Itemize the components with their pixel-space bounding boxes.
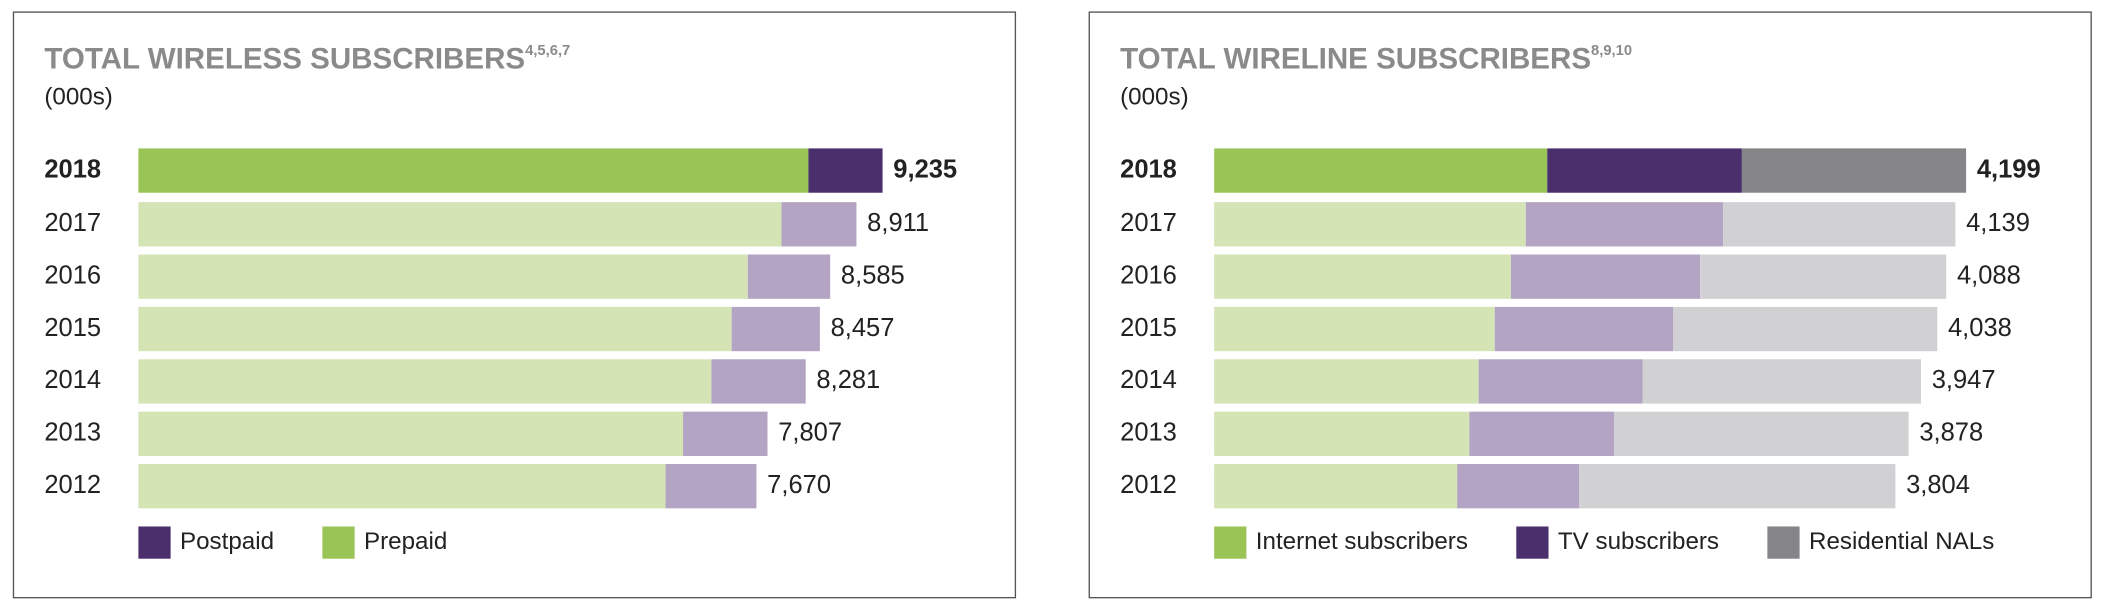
- legend-swatch: [322, 526, 355, 559]
- bar-segment: [138, 148, 809, 193]
- bar-segment: [138, 359, 712, 404]
- total-label: 4,139: [1966, 209, 2030, 237]
- bar-segment: [1214, 254, 1511, 299]
- bar-segment: [138, 464, 666, 509]
- bar-segment: [781, 202, 857, 247]
- bar-segment: [731, 306, 820, 352]
- category-label: 2013: [44, 419, 101, 447]
- bar-segment: [1214, 359, 1479, 404]
- total-label: 3,804: [1906, 471, 1970, 499]
- total-label: 8,281: [816, 366, 880, 394]
- category-label: 2012: [44, 471, 101, 499]
- legend-swatch: [138, 526, 171, 559]
- subtitle: (000s): [1120, 83, 1188, 110]
- category-label: 2013: [1120, 419, 1177, 447]
- total-label: 4,038: [1948, 314, 2012, 342]
- bar-segment: [1700, 254, 1947, 299]
- chart-title: TOTAL WIRELINE SUBSCRIBERS8,9,10: [1120, 42, 1632, 75]
- legend-swatch: [1767, 526, 1800, 559]
- bar-segment: [1741, 148, 1967, 193]
- category-label: 2014: [44, 366, 101, 394]
- bar-segment: [808, 148, 883, 193]
- category-label: 2017: [1120, 209, 1177, 237]
- category-label: 2017: [44, 209, 101, 237]
- bar-segment: [1214, 148, 1548, 193]
- bar-segment: [747, 254, 831, 299]
- bar-segment: [138, 411, 684, 456]
- subtitle: (000s): [44, 83, 112, 110]
- total-label: 3,878: [1919, 419, 1983, 447]
- category-label: 2016: [44, 261, 101, 289]
- legend-label: Prepaid: [364, 528, 447, 555]
- category-label: 2018: [44, 155, 101, 183]
- bar-segment: [1494, 306, 1674, 352]
- bar-segment: [1457, 464, 1580, 509]
- title-notes: 4,5,6,7: [525, 43, 570, 59]
- panel-border: [12, 11, 1017, 599]
- total-label: 7,807: [778, 419, 842, 447]
- total-label: 3,947: [1932, 366, 1996, 394]
- bar-segment: [1673, 306, 1938, 352]
- bar-segment: [1214, 202, 1526, 247]
- category-label: 2015: [1120, 314, 1177, 342]
- category-label: 2016: [1120, 261, 1177, 289]
- bar-segment: [1469, 411, 1615, 456]
- total-label: 8,585: [841, 261, 905, 289]
- bar-segment: [1525, 202, 1724, 247]
- total-label: 7,670: [767, 471, 831, 499]
- legend-swatch: [1214, 526, 1247, 559]
- bar-segment: [1614, 411, 1909, 456]
- bar-segment: [138, 306, 732, 352]
- bar-segment: [1642, 359, 1921, 404]
- bar-segment: [665, 464, 757, 509]
- total-label: 4,199: [1977, 155, 2041, 183]
- bar-segment: [138, 202, 782, 247]
- bar-segment: [1214, 464, 1458, 509]
- bar-segment: [1478, 359, 1643, 404]
- bar-segment: [1214, 306, 1495, 352]
- category-label: 2012: [1120, 471, 1177, 499]
- total-label: 4,088: [1957, 261, 2021, 289]
- legend-label: Residential NALs: [1809, 528, 1994, 555]
- bar-segment: [1547, 148, 1742, 193]
- total-label: 9,235: [893, 155, 957, 183]
- bar-segment: [1723, 202, 1956, 247]
- legend-label: Postpaid: [180, 528, 274, 555]
- category-label: 2015: [44, 314, 101, 342]
- legend-label: TV subscribers: [1558, 528, 1719, 555]
- title-text: TOTAL WIRELINE SUBSCRIBERS: [1120, 42, 1591, 75]
- bar-segment: [1579, 464, 1896, 509]
- panel-border: [1088, 11, 2092, 599]
- category-label: 2018: [1120, 155, 1177, 183]
- bar-segment: [711, 359, 806, 404]
- bar-segment: [1510, 254, 1701, 299]
- title-notes: 8,9,10: [1591, 43, 1632, 59]
- category-label: 2014: [1120, 366, 1177, 394]
- legend-swatch: [1516, 526, 1549, 559]
- bar-segment: [138, 254, 748, 299]
- legend-label: Internet subscribers: [1256, 528, 1468, 555]
- title-text: TOTAL WIRELESS SUBSCRIBERS: [44, 42, 525, 75]
- bar-segment: [1214, 411, 1470, 456]
- bar-segment: [683, 411, 768, 456]
- total-label: 8,911: [867, 209, 929, 237]
- total-label: 8,457: [831, 314, 895, 342]
- chart-title: TOTAL WIRELESS SUBSCRIBERS4,5,6,7: [44, 42, 570, 75]
